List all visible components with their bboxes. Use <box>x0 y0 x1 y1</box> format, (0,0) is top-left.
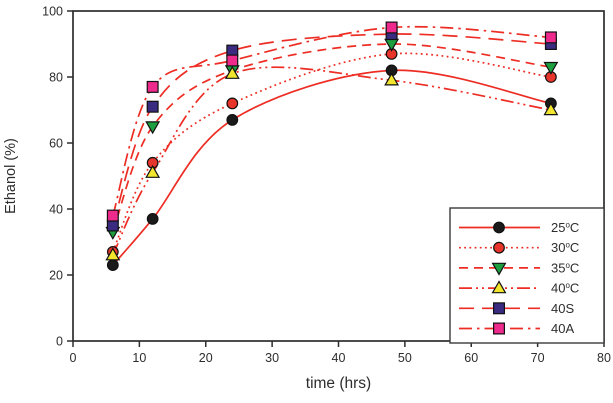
marker-circle-legend <box>493 221 505 234</box>
series-curve <box>112 43 552 233</box>
marker-circle-point <box>226 97 239 110</box>
legend-label: 40A <box>551 321 574 336</box>
legend-entry: 40S <box>459 301 574 316</box>
y-axis-title: Ethanol (%) <box>3 138 19 214</box>
legend-entry: 40A <box>459 321 574 336</box>
legend-entry: 25oC <box>459 220 579 235</box>
marker-square-legend <box>493 302 506 315</box>
marker-triangle-up-point <box>384 72 400 86</box>
marker-triangle-down-point <box>145 121 161 135</box>
y-tick-label: 60 <box>49 136 63 150</box>
marker-triangle-up-legend <box>491 280 507 294</box>
legend-entry: 30oC <box>459 240 579 255</box>
legend-label: 35oC <box>551 260 579 275</box>
series-curve <box>112 52 552 253</box>
marker-triangle-up-point <box>105 247 121 261</box>
y-tick-label: 100 <box>42 4 63 18</box>
legend-entry: 35oC <box>459 260 579 276</box>
x-tick-label: 60 <box>464 351 478 365</box>
series-curve <box>111 25 551 216</box>
x-tick-label: 70 <box>531 351 545 365</box>
marker-square-point <box>226 44 239 57</box>
y-tick-label: 0 <box>56 334 63 348</box>
x-tick-label: 10 <box>132 351 146 365</box>
x-tick-label: 30 <box>265 351 279 365</box>
marker-square-point <box>544 31 557 44</box>
marker-square-point <box>106 219 119 232</box>
x-tick-label: 80 <box>597 351 611 365</box>
x-tick-label: 50 <box>398 351 412 365</box>
marker-triangle-down-legend <box>491 262 507 276</box>
legend: 25oC 30oC 35oC 40oC 40S 40A <box>449 207 605 344</box>
marker-square-point <box>385 21 398 34</box>
marker-triangle-up-point <box>145 164 161 178</box>
marker-square-point <box>226 54 239 67</box>
marker-square-legend <box>493 322 506 335</box>
marker-circle-point <box>106 259 119 272</box>
y-tick-label: 40 <box>49 202 63 216</box>
marker-circle-legend <box>493 241 505 254</box>
x-tick-label: 20 <box>199 351 213 365</box>
marker-circle-point <box>226 113 239 126</box>
y-tick-label: 20 <box>49 268 63 282</box>
marker-triangle-down-point <box>543 61 559 75</box>
series-curve <box>112 66 552 256</box>
marker-triangle-up-point <box>543 102 559 116</box>
x-tick-label: 40 <box>332 351 346 365</box>
legend-label: 25oC <box>551 220 579 235</box>
marker-triangle-up-point <box>224 65 240 79</box>
legend-label: 40S <box>551 301 574 316</box>
marker-circle-point <box>146 212 159 225</box>
x-tick-label: 0 <box>70 351 77 365</box>
legend-entry: 40oC <box>459 280 579 296</box>
marker-square-point <box>146 100 159 113</box>
x-axis-title: time (hrs) <box>306 375 371 392</box>
y-tick-label: 80 <box>49 70 63 84</box>
legend-label: 40oC <box>551 281 579 296</box>
marker-square-point <box>106 209 119 222</box>
legend-box <box>449 207 605 344</box>
marker-square-point <box>146 80 159 93</box>
legend-label: 30oC <box>551 240 579 255</box>
